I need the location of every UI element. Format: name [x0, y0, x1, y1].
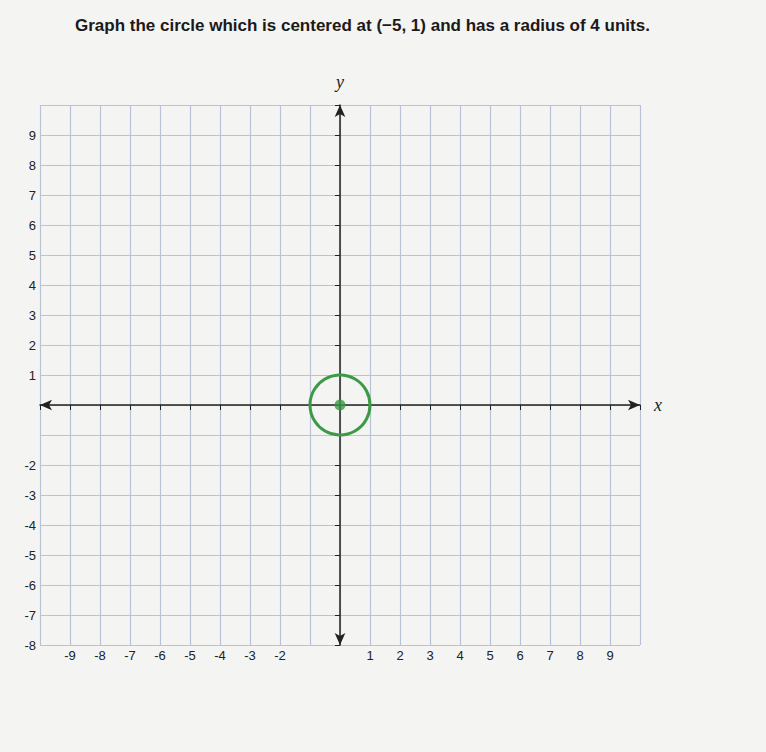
- svg-text:2: 2: [396, 648, 403, 663]
- svg-text:6: 6: [29, 218, 36, 233]
- svg-text:8: 8: [29, 158, 36, 173]
- svg-text:-8: -8: [94, 648, 106, 663]
- svg-text:3: 3: [29, 308, 36, 323]
- svg-text:7: 7: [546, 648, 553, 663]
- svg-text:-4: -4: [24, 518, 36, 533]
- svg-text:1: 1: [29, 368, 36, 383]
- svg-text:9: 9: [606, 648, 613, 663]
- svg-text:-9: -9: [64, 648, 76, 663]
- svg-text:-2: -2: [274, 648, 286, 663]
- svg-text:-8: -8: [24, 638, 36, 653]
- svg-text:9: 9: [29, 128, 36, 143]
- svg-text:4: 4: [29, 278, 36, 293]
- svg-text:-6: -6: [24, 578, 36, 593]
- svg-text:-3: -3: [24, 488, 36, 503]
- svg-text:2: 2: [29, 338, 36, 353]
- svg-text:-3: -3: [244, 648, 256, 663]
- svg-text:y: y: [334, 72, 344, 92]
- svg-text:6: 6: [516, 648, 523, 663]
- svg-text:-6: -6: [154, 648, 166, 663]
- svg-text:-7: -7: [124, 648, 136, 663]
- svg-text:5: 5: [29, 248, 36, 263]
- svg-text:3: 3: [426, 648, 433, 663]
- svg-text:-2: -2: [24, 458, 36, 473]
- svg-text:5: 5: [486, 648, 493, 663]
- svg-text:7: 7: [29, 188, 36, 203]
- svg-text:8: 8: [576, 648, 583, 663]
- svg-text:-4: -4: [214, 648, 226, 663]
- svg-text:-5: -5: [184, 648, 196, 663]
- svg-text:4: 4: [456, 648, 463, 663]
- svg-text:Graph the circle which is cent: Graph the circle which is centered at (−…: [75, 16, 650, 35]
- svg-text:1: 1: [366, 648, 373, 663]
- svg-text:-7: -7: [24, 608, 36, 623]
- svg-text:-5: -5: [24, 548, 36, 563]
- svg-text:x: x: [653, 395, 662, 415]
